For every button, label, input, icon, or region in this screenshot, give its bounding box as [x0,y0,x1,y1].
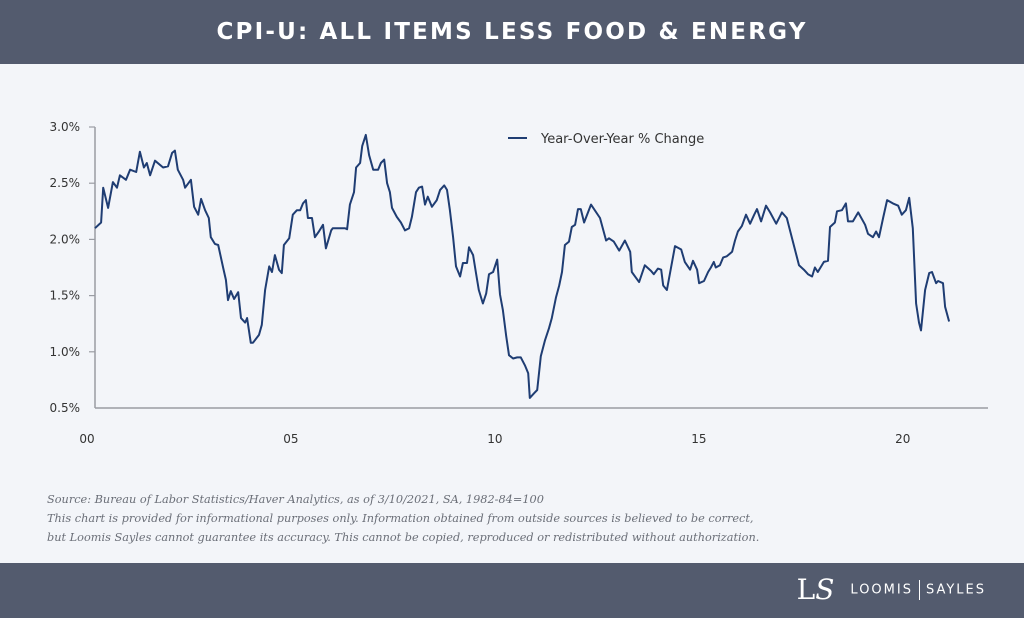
disclaimer-line-1: This chart is provided for informational… [47,512,754,525]
line-chart: 0.5% 1.0% 1.5% 2.0% 2.5% 3.0% 00 05 10 15 20 Year-… [50,120,988,446]
legend-label: Year-Over-Year % Change [540,132,704,147]
title-bar: CPI-U: ALL ITEMS LESS FOOD & ENERGY [0,0,1024,64]
series-line-yoy-change [94,133,951,399]
disclaimer-line-2: but Loomis Sayles cannot guarantee its a… [47,531,760,544]
y-tick-label: 3.0% [50,120,81,134]
axes: 0.5% 1.0% 1.5% 2.0% 2.5% 3.0% 00 05 10 15 20 [50,120,988,446]
x-tick-label: 00 [79,432,94,446]
y-tick-label: 2.5% [50,176,81,190]
legend: Year-Over-Year % Change [508,132,704,147]
chart-notes: Source: Bureau of Labor Statistics/Haver… [47,490,759,547]
chart-title: CPI-U: ALL ITEMS LESS FOOD & ENERGY [216,19,808,45]
y-tick-label: 1.5% [50,289,81,303]
y-tick-label: 1.0% [50,345,81,359]
logo-wordmark: LOOMIS SAYLES [850,579,986,600]
x-tick-label: 20 [895,432,910,446]
loomis-sayles-logo: LS LOOMIS SAYLES [797,573,986,606]
source-note: Source: Bureau of Labor Statistics/Haver… [47,493,544,506]
footer-bar: LS LOOMIS SAYLES [0,563,1024,618]
x-tick-label: 10 [487,432,502,446]
y-tick-label: 0.5% [50,401,81,415]
y-tick-label: 2.0% [50,232,81,246]
x-tick-label: 15 [691,432,706,446]
x-tick-label: 05 [283,432,298,446]
logo-mark: LS [796,573,835,606]
